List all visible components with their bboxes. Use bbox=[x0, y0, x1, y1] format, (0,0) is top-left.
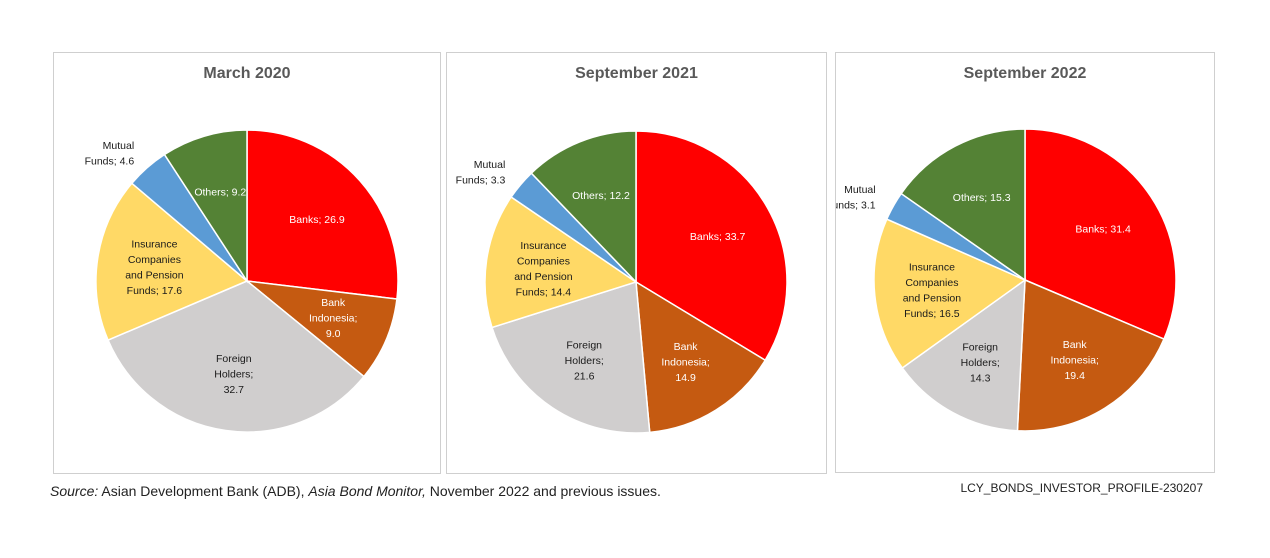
source-prefix: Source: bbox=[50, 483, 99, 499]
data-label-foreign-holders: Foreign Holders; 21.6 bbox=[565, 340, 604, 383]
pie-slice-insurance-companies-and-pension-funds bbox=[95, 182, 249, 342]
source-publication: Asia Bond Monitor, bbox=[308, 483, 426, 499]
data-label-banks: Banks; 33.7 bbox=[690, 231, 746, 243]
pie-chart: Banks; 33.7 Bank Indonesia; 14.9 Foreign Hold… bbox=[456, 130, 788, 434]
data-label-bank-indonesia: Bank Indonesia; 14.9 bbox=[661, 341, 709, 384]
pie-panel-september-2021: September 2021 Banks; 33.7 Bank Indonesia;… bbox=[446, 52, 827, 474]
data-label-bank-indonesia: Bank Indonesia; 19.4 bbox=[1050, 339, 1098, 382]
data-label-bank-indonesia: Bank Indonesia; 9.0 bbox=[309, 297, 357, 340]
data-label-insurance-companies-and-pension-funds: Insurance Companies and Pension Funds; 17.6 bbox=[125, 239, 184, 298]
source-text-1: Asian Development Bank (ADB), bbox=[98, 483, 309, 499]
data-label-banks: Banks; 26.9 bbox=[289, 214, 345, 226]
data-label-insurance-companies-and-pension-funds: Insurance Companies and Pension Funds; 16.5 bbox=[903, 261, 962, 320]
pie-chart: Banks; 31.4 Bank Indonesia; 19.4 Foreign Hold… bbox=[836, 128, 1177, 432]
data-label-foreign-holders: Foreign Holders; 32.7 bbox=[214, 353, 253, 396]
pie-slice-foreign-holders bbox=[901, 278, 1026, 432]
pie-slice-banks bbox=[635, 130, 788, 362]
data-label-mutual-funds: Mutual Funds; 3.3 bbox=[456, 159, 506, 187]
pie-slice-foreign-holders bbox=[491, 281, 651, 434]
pie-slice-banks bbox=[1024, 128, 1177, 341]
chart-title: September 2022 bbox=[963, 65, 1087, 82]
pie-slice-insurance-companies-and-pension-funds bbox=[484, 195, 638, 329]
pie-slice-bank-indonesia bbox=[1016, 278, 1165, 432]
pie-panel-march-2020: March 2020 Banks; 26.9 Bank Indonesia; 9.0 F… bbox=[53, 52, 441, 474]
chart-title: September 2021 bbox=[575, 65, 698, 82]
pie-slice-insurance-companies-and-pension-funds bbox=[873, 218, 1027, 370]
pie-slice-others bbox=[900, 128, 1026, 282]
pie-slice-banks bbox=[246, 129, 399, 300]
pie-slice-others bbox=[163, 129, 248, 284]
data-label-others: Others; 12.2 bbox=[572, 190, 630, 202]
data-label-others: Others; 9.2 bbox=[194, 186, 246, 198]
pie-panel-september-2022: September 2022 Banks; 31.4 Bank Indonesia;… bbox=[835, 52, 1215, 473]
pie-slice-foreign-holders bbox=[107, 280, 366, 433]
chart-code: LCY_BONDS_INVESTOR_PROFILE-230207 bbox=[960, 481, 1203, 495]
source-note: Source: Asian Development Bank (ADB), As… bbox=[50, 483, 661, 499]
pie-chart: Banks; 26.9 Bank Indonesia; 9.0 Foreign Holde… bbox=[85, 129, 399, 433]
data-label-banks: Banks; 31.4 bbox=[1075, 223, 1131, 235]
pie-slice-bank-indonesia bbox=[635, 280, 767, 434]
data-label-mutual-funds: Mutual Funds; 4.6 bbox=[85, 140, 135, 168]
pie-slice-bank-indonesia bbox=[244, 279, 398, 378]
data-label-others: Others; 15.3 bbox=[953, 192, 1011, 204]
data-label-foreign-holders: Foreign Holders; 14.3 bbox=[961, 342, 1000, 385]
chart-title: March 2020 bbox=[203, 65, 291, 82]
pie-slice-others bbox=[530, 130, 637, 284]
source-text-2: November 2022 and previous issues. bbox=[425, 483, 661, 499]
data-label-insurance-companies-and-pension-funds: Insurance Companies and Pension Funds; 14.4 bbox=[514, 240, 573, 299]
